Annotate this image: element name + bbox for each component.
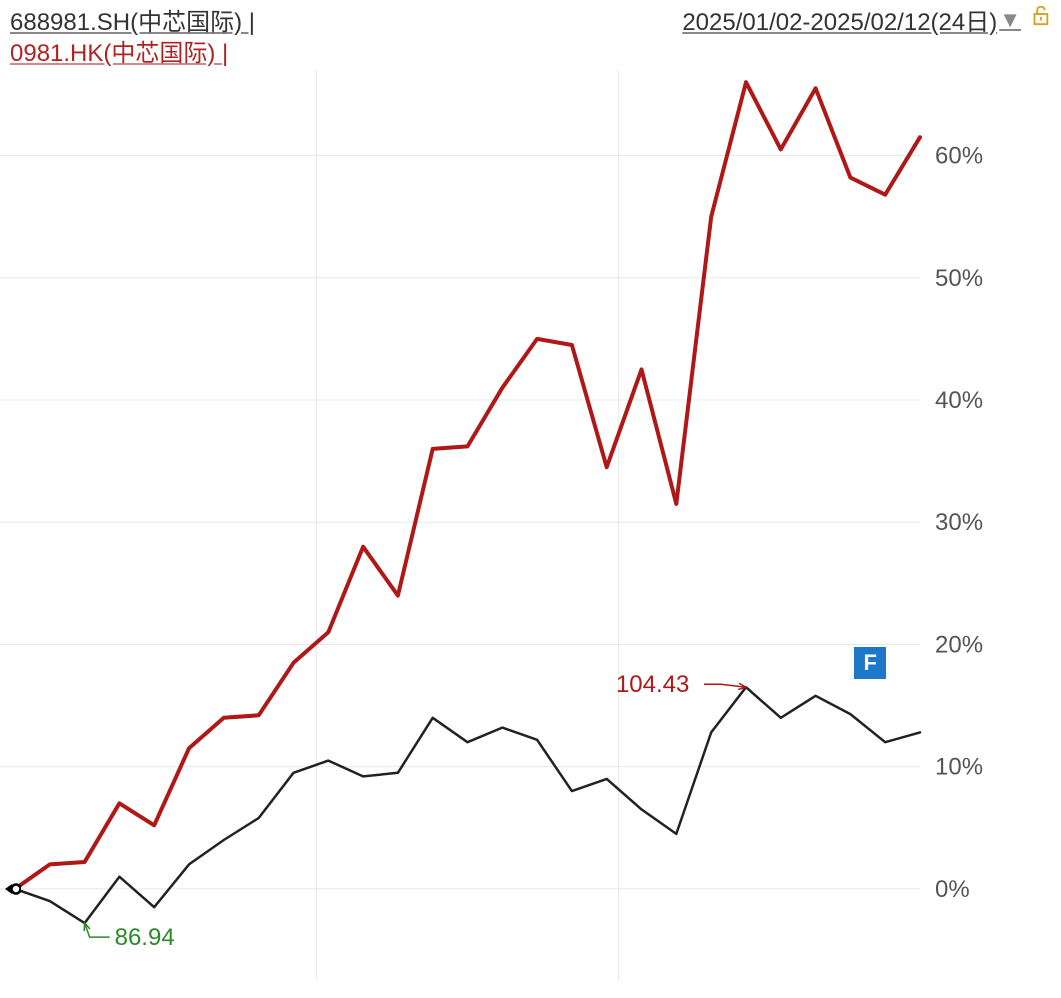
f-badge[interactable]: F [854, 647, 886, 679]
line-chart-svg: 0% 10% 20% 30% 40% 50% 60% 86.94 104.43 [0, 30, 1061, 993]
series-line-688981.SH [15, 687, 920, 923]
y-axis-tick-label: 20% [935, 631, 983, 658]
start-marker-icon [5, 881, 21, 897]
callout-label: 104.43 [616, 671, 689, 698]
unlock-icon[interactable] [1029, 4, 1051, 26]
y-axis-tick-label: 30% [935, 509, 983, 536]
series-line-0981.HK [15, 82, 920, 889]
chevron-down-icon: ▼ [999, 7, 1021, 33]
chart-area[interactable]: 0% 10% 20% 30% 40% 50% 60% 86.94 104.43 F [0, 30, 1061, 993]
callout-label: 86.94 [115, 924, 175, 951]
y-axis-tick-label: 0% [935, 876, 970, 903]
y-axis-tick-label: 60% [935, 143, 983, 170]
y-axis-tick-label: 50% [935, 265, 983, 292]
y-axis-tick-label: 10% [935, 754, 983, 781]
y-axis-tick-label: 40% [935, 387, 983, 414]
